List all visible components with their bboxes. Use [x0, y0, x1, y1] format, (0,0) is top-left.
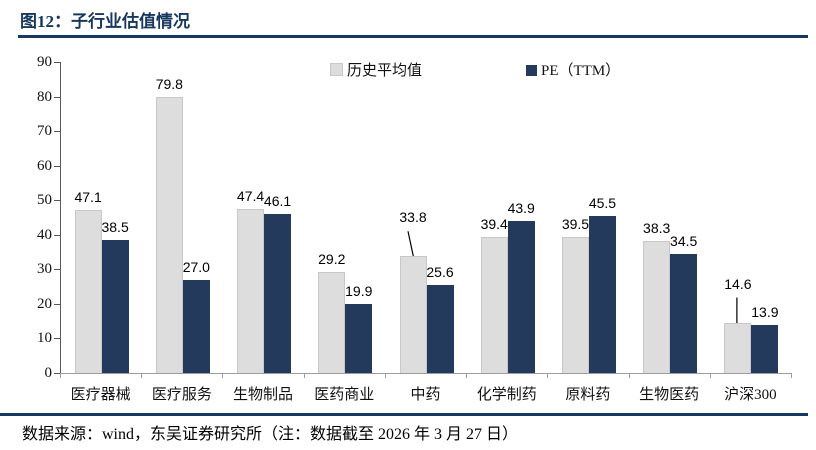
y-axis-tick [54, 338, 60, 340]
bar-value-label: 79.8 [155, 76, 183, 93]
y-axis-tick-label: 30 [37, 261, 52, 278]
y-axis-tick-label: 50 [37, 192, 52, 209]
x-axis-category-label: 医药商业 [314, 387, 375, 403]
x-axis-tick [628, 374, 630, 378]
bar-historical-average [643, 240, 671, 373]
y-axis-tick [54, 131, 60, 133]
legend-label: PE（TTM） [541, 63, 621, 79]
x-axis-category-label: 中药 [410, 387, 441, 403]
bar-pe-ttm [101, 239, 129, 373]
y-axis-tick-label: 40 [37, 226, 52, 243]
y-axis-tick [54, 269, 60, 271]
x-axis-category-label: 医疗服务 [151, 387, 212, 403]
x-axis-tick [60, 374, 61, 378]
y-axis-tick [54, 200, 60, 202]
x-axis-category-label: 化学制药 [476, 387, 537, 403]
bar-value-label: 33.8 [399, 209, 427, 226]
x-axis-tick [466, 374, 468, 378]
bar-value-label: 39.4 [480, 215, 508, 232]
y-axis-tick-label: 20 [37, 295, 52, 312]
source-note: 数据来源：wind，东吴证券研究所（注：数据截至 2026 年 3 月 27 日… [22, 426, 519, 443]
bar-value-label: 47.1 [74, 189, 102, 206]
y-axis-tick-label: 70 [37, 123, 52, 140]
bar-value-label: 19.9 [345, 283, 373, 300]
x-axis-tick [547, 374, 549, 378]
bar-value-label: 46.1 [263, 192, 292, 209]
bar-value-label: 29.2 [318, 251, 346, 268]
y-axis-tick [54, 96, 60, 98]
x-axis-category-label: 生物医药 [639, 387, 700, 403]
x-axis-category-label: 生物制品 [233, 387, 294, 403]
bar-pe-ttm [426, 284, 454, 373]
bar-pe-ttm [182, 279, 210, 373]
bar-pe-ttm [345, 304, 373, 373]
y-axis-tick [54, 303, 60, 305]
bar-value-label: 14.6 [724, 275, 752, 292]
y-axis-tick-label: 90 [37, 54, 52, 70]
bar-value-label: 43.9 [507, 200, 535, 217]
legend-label: 历史平均值 [347, 63, 423, 79]
bar-value-label: 34.5 [670, 232, 698, 249]
y-axis-tick-label: 60 [37, 157, 52, 174]
x-axis-tick [303, 374, 305, 378]
bar-value-label: 47.4 [236, 188, 265, 205]
title-divider-rule [18, 35, 808, 38]
bar-value-label: 39.5 [561, 215, 590, 232]
bar-value-label: 13.9 [751, 303, 779, 320]
bar-historical-average [561, 236, 589, 373]
bar-pe-ttm [264, 213, 292, 373]
bar-historical-average [237, 209, 265, 373]
bar-value-label: 38.5 [101, 218, 129, 235]
legend-item-historical-average: 历史平均值 [330, 59, 422, 80]
x-axis-tick [791, 374, 792, 378]
y-axis-tick [54, 165, 60, 167]
legend-swatch-gray [330, 63, 343, 76]
bar-value-label: 25.6 [426, 263, 454, 280]
y-axis-tick-label: 80 [37, 88, 52, 105]
x-axis-tick [222, 374, 224, 378]
bar-pe-ttm [670, 253, 698, 373]
bar-pe-ttm [751, 324, 779, 373]
legend-swatch-navy [526, 65, 537, 76]
x-axis-category-label: 原料药 [565, 387, 611, 403]
bar-pe-ttm [588, 215, 616, 373]
x-axis-category-label: 沪深300 [724, 387, 777, 403]
bar-pe-ttm [507, 221, 535, 373]
figure-title: 图12：子行业估值情况 [20, 12, 190, 31]
bar-value-label: 27.0 [182, 258, 210, 275]
y-axis-tick-label: 0 [44, 365, 53, 381]
bar-historical-average [724, 322, 752, 373]
y-axis-tick [54, 62, 60, 63]
x-axis-tick [141, 374, 143, 378]
x-axis-tick [709, 374, 711, 378]
y-axis-tick-label: 10 [37, 330, 52, 347]
y-axis-tick [54, 373, 60, 374]
bar-historical-average [74, 210, 102, 373]
bar-historical-average [480, 236, 508, 373]
footer-divider-rule [0, 413, 808, 416]
bar-value-label: 45.5 [588, 194, 617, 211]
x-axis-category-label: 医疗器械 [70, 387, 131, 403]
y-axis-line [60, 62, 61, 373]
bar-value-label: 38.3 [643, 219, 671, 236]
bar-historical-average [399, 256, 427, 373]
y-axis-tick [54, 234, 60, 236]
legend-item-pe-ttm: PE（TTM） [526, 59, 620, 80]
bar-historical-average [155, 97, 183, 373]
bar-historical-average [318, 272, 346, 373]
x-axis-tick [384, 374, 386, 378]
x-axis-line [60, 373, 792, 374]
